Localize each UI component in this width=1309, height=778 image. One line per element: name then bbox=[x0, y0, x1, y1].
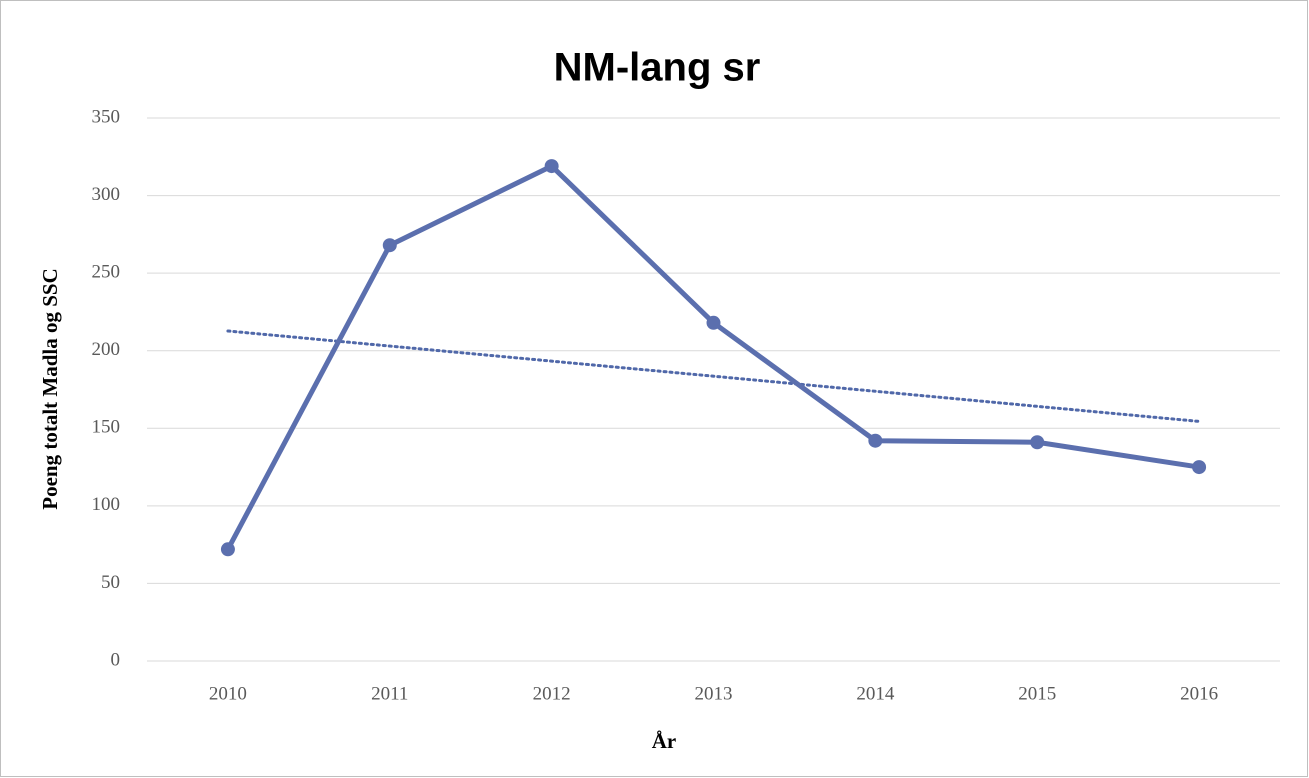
y-tick-label: 200 bbox=[92, 339, 121, 360]
x-tick-label: 2010 bbox=[209, 683, 247, 704]
point bbox=[1192, 460, 1207, 475]
point bbox=[544, 159, 559, 174]
x-tick-label: 2016 bbox=[1180, 683, 1218, 704]
chart-title: NM-lang sr bbox=[554, 46, 761, 90]
y-tick-label: 0 bbox=[111, 649, 121, 670]
point bbox=[1030, 435, 1045, 450]
x-tick-label: 2012 bbox=[533, 683, 571, 704]
y-tick-label: 100 bbox=[92, 494, 121, 515]
y-tick-label: 300 bbox=[92, 184, 121, 205]
x-tick-label: 2015 bbox=[1018, 683, 1056, 704]
x-tick-label: 2013 bbox=[695, 683, 733, 704]
trendline bbox=[226, 329, 1201, 423]
y-tick-label: 50 bbox=[101, 572, 120, 593]
point bbox=[382, 238, 397, 253]
x-axis-label: År bbox=[652, 729, 677, 753]
point bbox=[220, 542, 235, 557]
x-tick-label: 2014 bbox=[856, 683, 895, 704]
point bbox=[706, 315, 721, 330]
y-tick-label: 350 bbox=[92, 106, 121, 127]
y-tick-label: 250 bbox=[92, 262, 121, 283]
y-axis-label: Poeng totalt Madla og SSC bbox=[38, 268, 62, 510]
point bbox=[868, 433, 883, 448]
y-tick-label: 150 bbox=[92, 417, 121, 438]
x-tick-label: 2011 bbox=[371, 683, 408, 704]
